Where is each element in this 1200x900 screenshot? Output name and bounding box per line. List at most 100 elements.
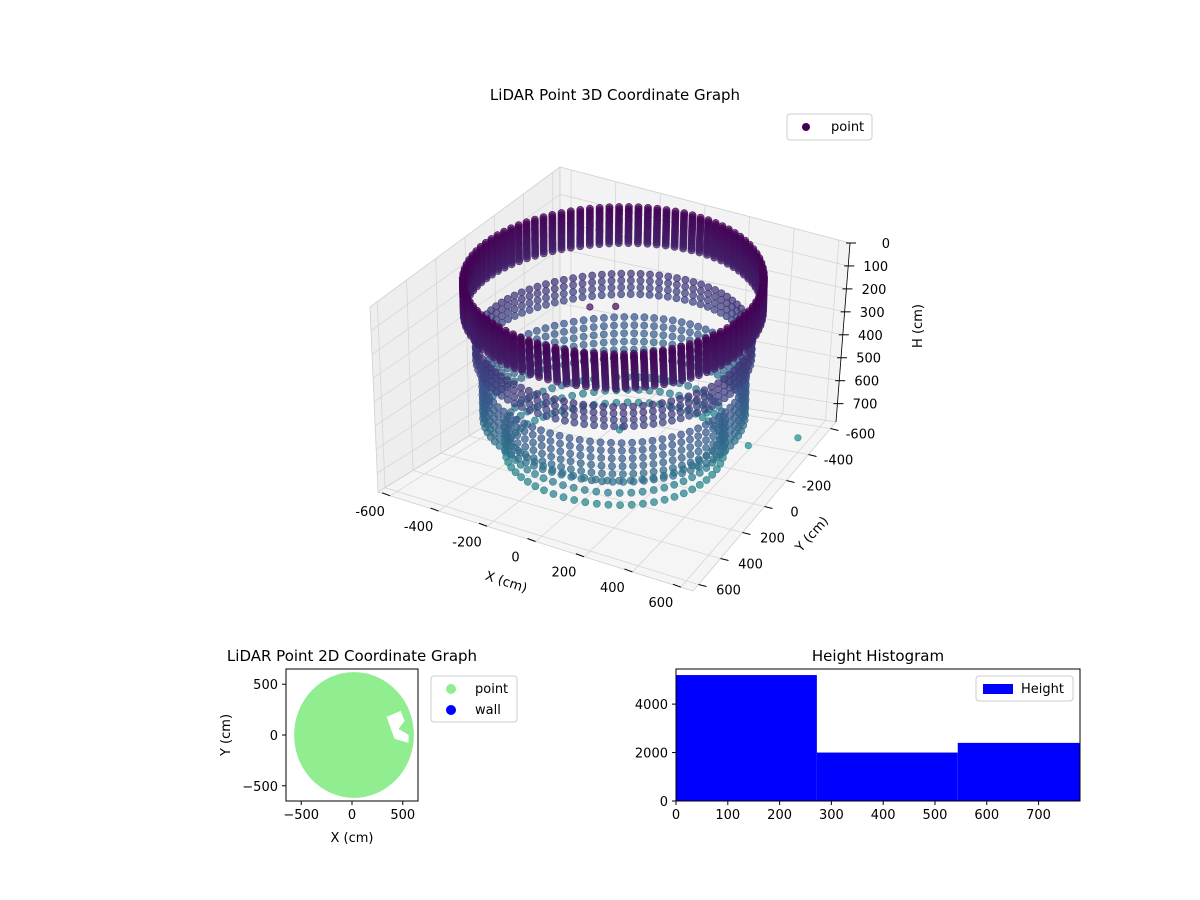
z-tick-label-3d: 300 [860, 306, 885, 321]
scatter-point-3d [533, 303, 542, 312]
scatter-point-3d [569, 399, 578, 408]
scatter-point-3d [596, 446, 605, 454]
scatter-point-3d [704, 296, 712, 305]
scatter-point-3d [569, 334, 578, 343]
scatter-point-3d [525, 299, 534, 307]
scatter-point-3d [709, 416, 717, 425]
scatter-point-3d [628, 454, 637, 463]
scatter-point-3d [627, 500, 636, 509]
scatter-point-3d [525, 292, 534, 301]
scatter-point-3d [689, 297, 697, 306]
scatter-point-3d [617, 439, 626, 447]
scatter-point-3d [576, 459, 585, 468]
scatter-point-3d [694, 432, 703, 440]
scatter-point-3d [701, 325, 710, 334]
scatter-point-3d [531, 482, 540, 491]
scatter-point-3d [533, 289, 542, 298]
y-tick-label-2d: 0 [270, 729, 278, 744]
scatter-point-3d [524, 386, 533, 395]
scatter-point-3d [672, 294, 681, 303]
scatter-point-3d [712, 465, 721, 474]
grid-line [782, 228, 795, 414]
grid-line [376, 301, 386, 488]
scatter-point-3d [542, 412, 551, 420]
scatter-point-3d [517, 473, 525, 481]
y-tick-label-3d: -400 [824, 454, 854, 469]
scatter-point-3d [715, 428, 724, 436]
scatter-point-3d [630, 329, 639, 338]
scatter-point-3d [523, 477, 532, 486]
scatter-point-3d [569, 483, 578, 492]
scatter-point-3d [686, 320, 694, 329]
y-tick-label-histogram: 4000 [635, 698, 668, 713]
scatter-point-3d [640, 476, 648, 485]
z-tick-label-3d: 0 [882, 237, 890, 252]
scatter-point-3d [592, 499, 601, 508]
scatter-point-3d [505, 411, 514, 420]
scatter-point-3d [612, 302, 620, 311]
scatter-point-3d [680, 295, 689, 304]
x-tick-3d [527, 538, 536, 542]
scatter-point-3d [559, 289, 568, 298]
scatter-point-3d [645, 284, 654, 292]
scatter-point-3d [532, 326, 541, 335]
scatter-point-3d [668, 324, 677, 333]
x-tick-label-3d: -400 [404, 520, 434, 535]
scatter-point-3d [521, 450, 530, 459]
scatter-point-3d [695, 248, 704, 257]
scatter-point-3d [715, 451, 724, 459]
scatter-point-3d [685, 427, 694, 436]
scatter-point-3d [537, 441, 546, 450]
scatter-point-3d [495, 441, 504, 450]
x-tick-label-histogram: 400 [871, 808, 896, 823]
scatter-point-3d [560, 319, 568, 328]
scatter-point-3d [579, 389, 587, 398]
scatter-point-3d [684, 381, 693, 390]
scatter-point-3d [694, 439, 703, 448]
y-axis-label-2d: Y (cm) [219, 714, 234, 757]
scatter-3d-points [458, 203, 802, 509]
scatter-point-3d [605, 239, 613, 248]
scatter-point-3d [522, 458, 530, 467]
scatter-point-3d [518, 302, 526, 310]
scatter-point-3d [658, 399, 666, 407]
x-axis-label-2d: X (cm) [331, 831, 374, 846]
scatter-point-3d [510, 399, 519, 408]
scatter-point-3d [659, 458, 668, 467]
scatter-point-3d [685, 411, 693, 420]
scatter-point-3d [601, 383, 610, 392]
grid-line [440, 452, 743, 533]
scatter-point-3d [669, 471, 677, 480]
scatter-point-3d [599, 409, 608, 417]
scatter-point-3d [559, 481, 567, 489]
scatter-point-3d [556, 455, 565, 463]
scatter-point-3d [649, 452, 657, 461]
scatter-point-3d [713, 370, 722, 379]
scatter-point-3d [529, 446, 538, 455]
y-tick-label-histogram: 0 [660, 795, 668, 810]
scatter-point-3d [659, 315, 668, 323]
scatter-point-3d [484, 349, 493, 357]
scatter-point-3d [649, 420, 658, 428]
scatter-point-3d [578, 286, 587, 295]
scatter-point-3d [661, 241, 670, 250]
scatter-point-3d [704, 289, 712, 298]
scatter-point-3d [550, 298, 559, 307]
scatter-point-3d [658, 418, 667, 427]
scatter-point-3d [542, 399, 550, 408]
histogram-ticks: 0 100 200 300 400 500 600 700 0 2000 4000 [635, 698, 1051, 823]
scatter-point-3d [548, 247, 557, 256]
scatter-point-3d [560, 336, 568, 344]
scatter-point-3d [707, 395, 716, 404]
scatter-point-3d [510, 298, 519, 307]
scatter-point-3d [735, 266, 743, 275]
chart-2d: LiDAR Point 2D Coordinate Graph −500 0 500… [219, 647, 518, 846]
scatter-point-3d [670, 242, 679, 251]
scatter-point-3d [567, 472, 576, 481]
scatter-point-3d [597, 461, 606, 470]
y-tick-label-2d: −500 [242, 780, 278, 795]
scatter-point-3d [726, 403, 735, 412]
scatter-point-3d [610, 422, 618, 431]
z-tick-label-3d: 200 [862, 283, 887, 298]
scatter-point-3d [715, 420, 724, 429]
